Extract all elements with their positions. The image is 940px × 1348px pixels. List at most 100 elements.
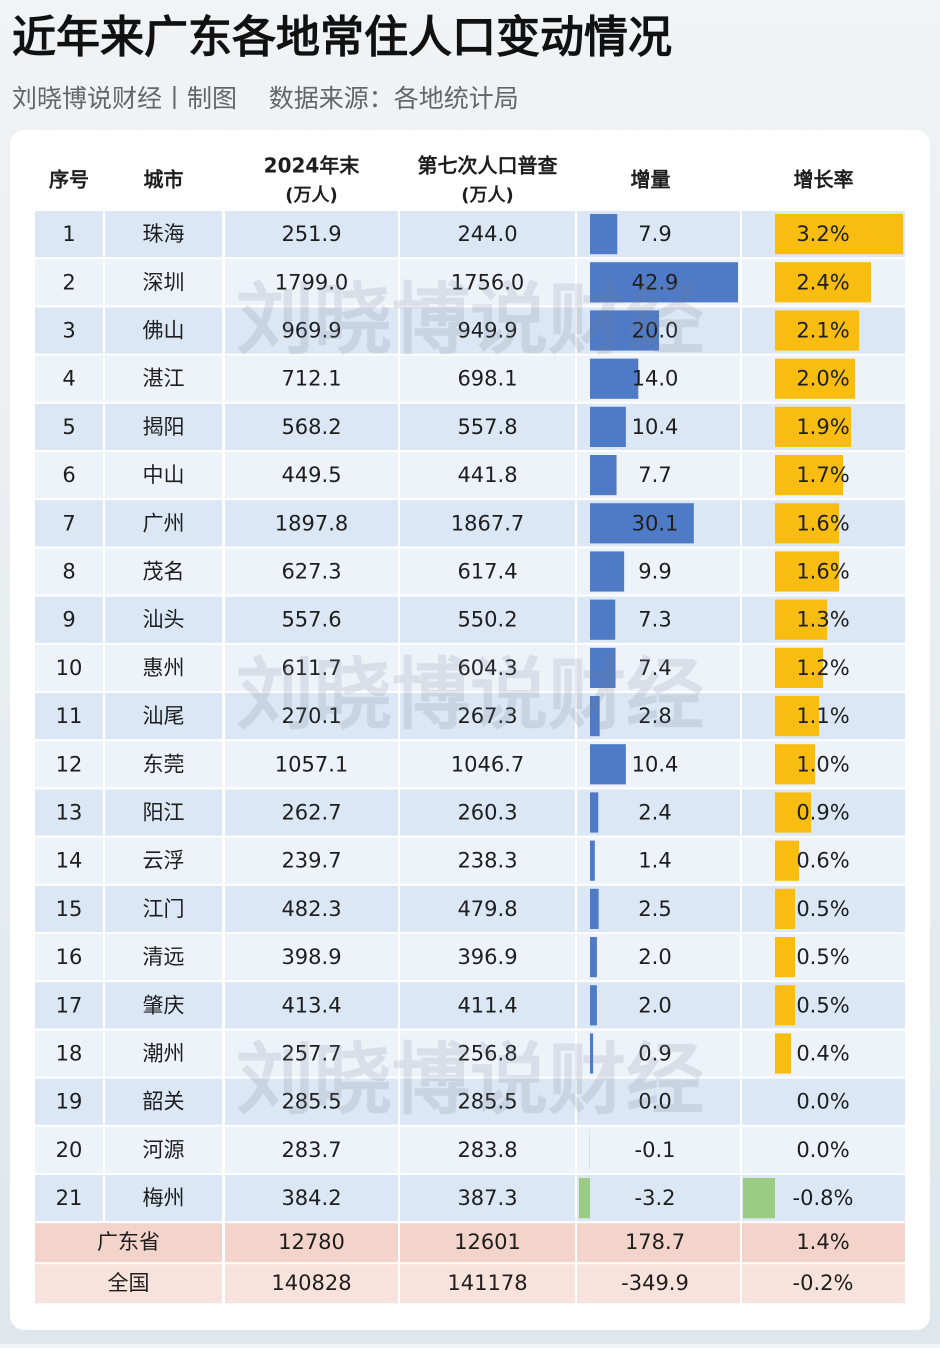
cell-text: 1.9% (796, 415, 849, 439)
column-header: 增量 (631, 168, 671, 192)
cell-text: 阳江 (143, 801, 185, 825)
cell-text: 1.4% (796, 1230, 849, 1254)
cell-text: 627.3 (281, 560, 341, 584)
cell-text: 河源 (143, 1138, 185, 1162)
cell-text: 3.2% (796, 222, 849, 246)
growth-bar (775, 889, 795, 929)
title: 近年来广东各地常住人口变动情况 (12, 12, 672, 63)
cell-text: 20 (56, 1138, 83, 1162)
cell-text: 19 (56, 1090, 83, 1114)
cell-text: 1897.8 (275, 511, 348, 535)
cell-text: 1.3% (796, 608, 849, 632)
cell-text: 肇庆 (143, 993, 185, 1017)
cell-text: 1.4 (638, 849, 671, 873)
cell-text: 239.7 (281, 849, 341, 873)
cell-text: 712.1 (281, 367, 341, 391)
cell-text: 16 (56, 945, 83, 969)
growth-bar (775, 1033, 791, 1073)
subtitle: 刘晓博说财经丨制图 数据来源：各地统计局 (12, 84, 519, 113)
cell-text: 7.7 (638, 463, 671, 487)
cell-text: 0.4% (796, 1042, 849, 1066)
cell-text: 中山 (143, 463, 185, 487)
cell-text: 2.4 (638, 801, 671, 825)
cell-text: 1.6% (796, 511, 849, 535)
cell-text: 清远 (143, 945, 185, 969)
watermark: 刘晓博说财经 (236, 1035, 704, 1125)
cell-text: 1.1% (796, 704, 849, 728)
cell-text: 1.6% (796, 560, 849, 584)
cell-text: 0.9% (796, 801, 849, 825)
cell-text: 479.8 (457, 897, 517, 921)
increase-bar (590, 985, 597, 1025)
cell-text: 617.4 (457, 560, 517, 584)
cell-text: 揭阳 (143, 415, 185, 439)
watermark: 刘晓博说财经 (236, 650, 704, 740)
cell-text: 广东省 (97, 1230, 160, 1254)
cell-text: 12780 (278, 1230, 345, 1254)
growth-bar (775, 937, 795, 977)
cell-text: 深圳 (143, 270, 185, 294)
cell-text: 411.4 (457, 993, 517, 1017)
cell-text: 396.9 (457, 945, 517, 969)
cell-text: 387.3 (457, 1186, 517, 1210)
column-header: 2024年末 (264, 154, 361, 178)
cell-text: 汕头 (143, 608, 185, 632)
cell-text: 550.2 (457, 608, 517, 632)
cell-text: 557.6 (281, 608, 341, 632)
cell-text: 15 (56, 897, 83, 921)
cell-text: 141178 (447, 1271, 527, 1295)
cell-text: 12 (56, 752, 83, 776)
cell-text: 江门 (143, 897, 185, 921)
cell-text: 潮州 (143, 1042, 185, 1066)
cell-text: 13 (56, 801, 83, 825)
cell-text: 1.2% (796, 656, 849, 680)
cell-text: 2.0% (796, 367, 849, 391)
cell-text: 1 (62, 222, 75, 246)
cell-text: 3 (62, 319, 75, 343)
cell-text: 1.0% (796, 752, 849, 776)
cell-text: 21 (56, 1186, 83, 1210)
cell-text: 140828 (271, 1271, 351, 1295)
cell-text: 14 (56, 849, 83, 873)
cell-text: 178.7 (625, 1230, 685, 1254)
cell-text: 283.8 (457, 1138, 517, 1162)
cell-text: 10.4 (632, 415, 679, 439)
column-header: 序号 (49, 168, 89, 192)
cell-text: 283.7 (281, 1138, 341, 1162)
cell-text: 0.5% (796, 945, 849, 969)
cell-text: 佛山 (143, 319, 185, 343)
increase-bar (590, 792, 598, 832)
cell-text: 1.7% (796, 463, 849, 487)
cell-text: 全国 (108, 1271, 150, 1295)
cell-text: 238.3 (457, 849, 517, 873)
increase-bar (590, 455, 617, 495)
cell-text: 0.6% (796, 849, 849, 873)
increase-bar (590, 841, 595, 881)
cell-text: 12601 (454, 1230, 521, 1254)
increase-bar (590, 937, 597, 977)
cell-text: 梅州 (143, 1186, 185, 1210)
cell-text: 9 (62, 608, 75, 632)
cell-text: 7.3 (638, 608, 671, 632)
cell-text: 2.5 (638, 897, 671, 921)
increase-bar (579, 1178, 590, 1218)
cell-text: 0.0% (796, 1090, 849, 1114)
cell-text: 惠州 (143, 656, 185, 680)
cell-text: 30.1 (632, 511, 679, 535)
cell-text: 568.2 (281, 415, 341, 439)
cell-text: 珠海 (143, 222, 185, 246)
cell-text: -0.2% (793, 1271, 854, 1295)
cell-text: -3.2 (635, 1186, 676, 1210)
cell-text: 2.4% (796, 270, 849, 294)
increase-bar (590, 551, 624, 591)
cell-text: 1867.7 (451, 511, 524, 535)
cell-text: 广州 (143, 511, 185, 535)
cell-text: 260.3 (457, 801, 517, 825)
column-header: 增长率 (794, 168, 854, 192)
watermark: 刘晓博说财经 (236, 275, 704, 365)
cell-text: 0.5% (796, 897, 849, 921)
cell-text: 384.2 (281, 1186, 341, 1210)
cell-text: 449.5 (281, 463, 341, 487)
